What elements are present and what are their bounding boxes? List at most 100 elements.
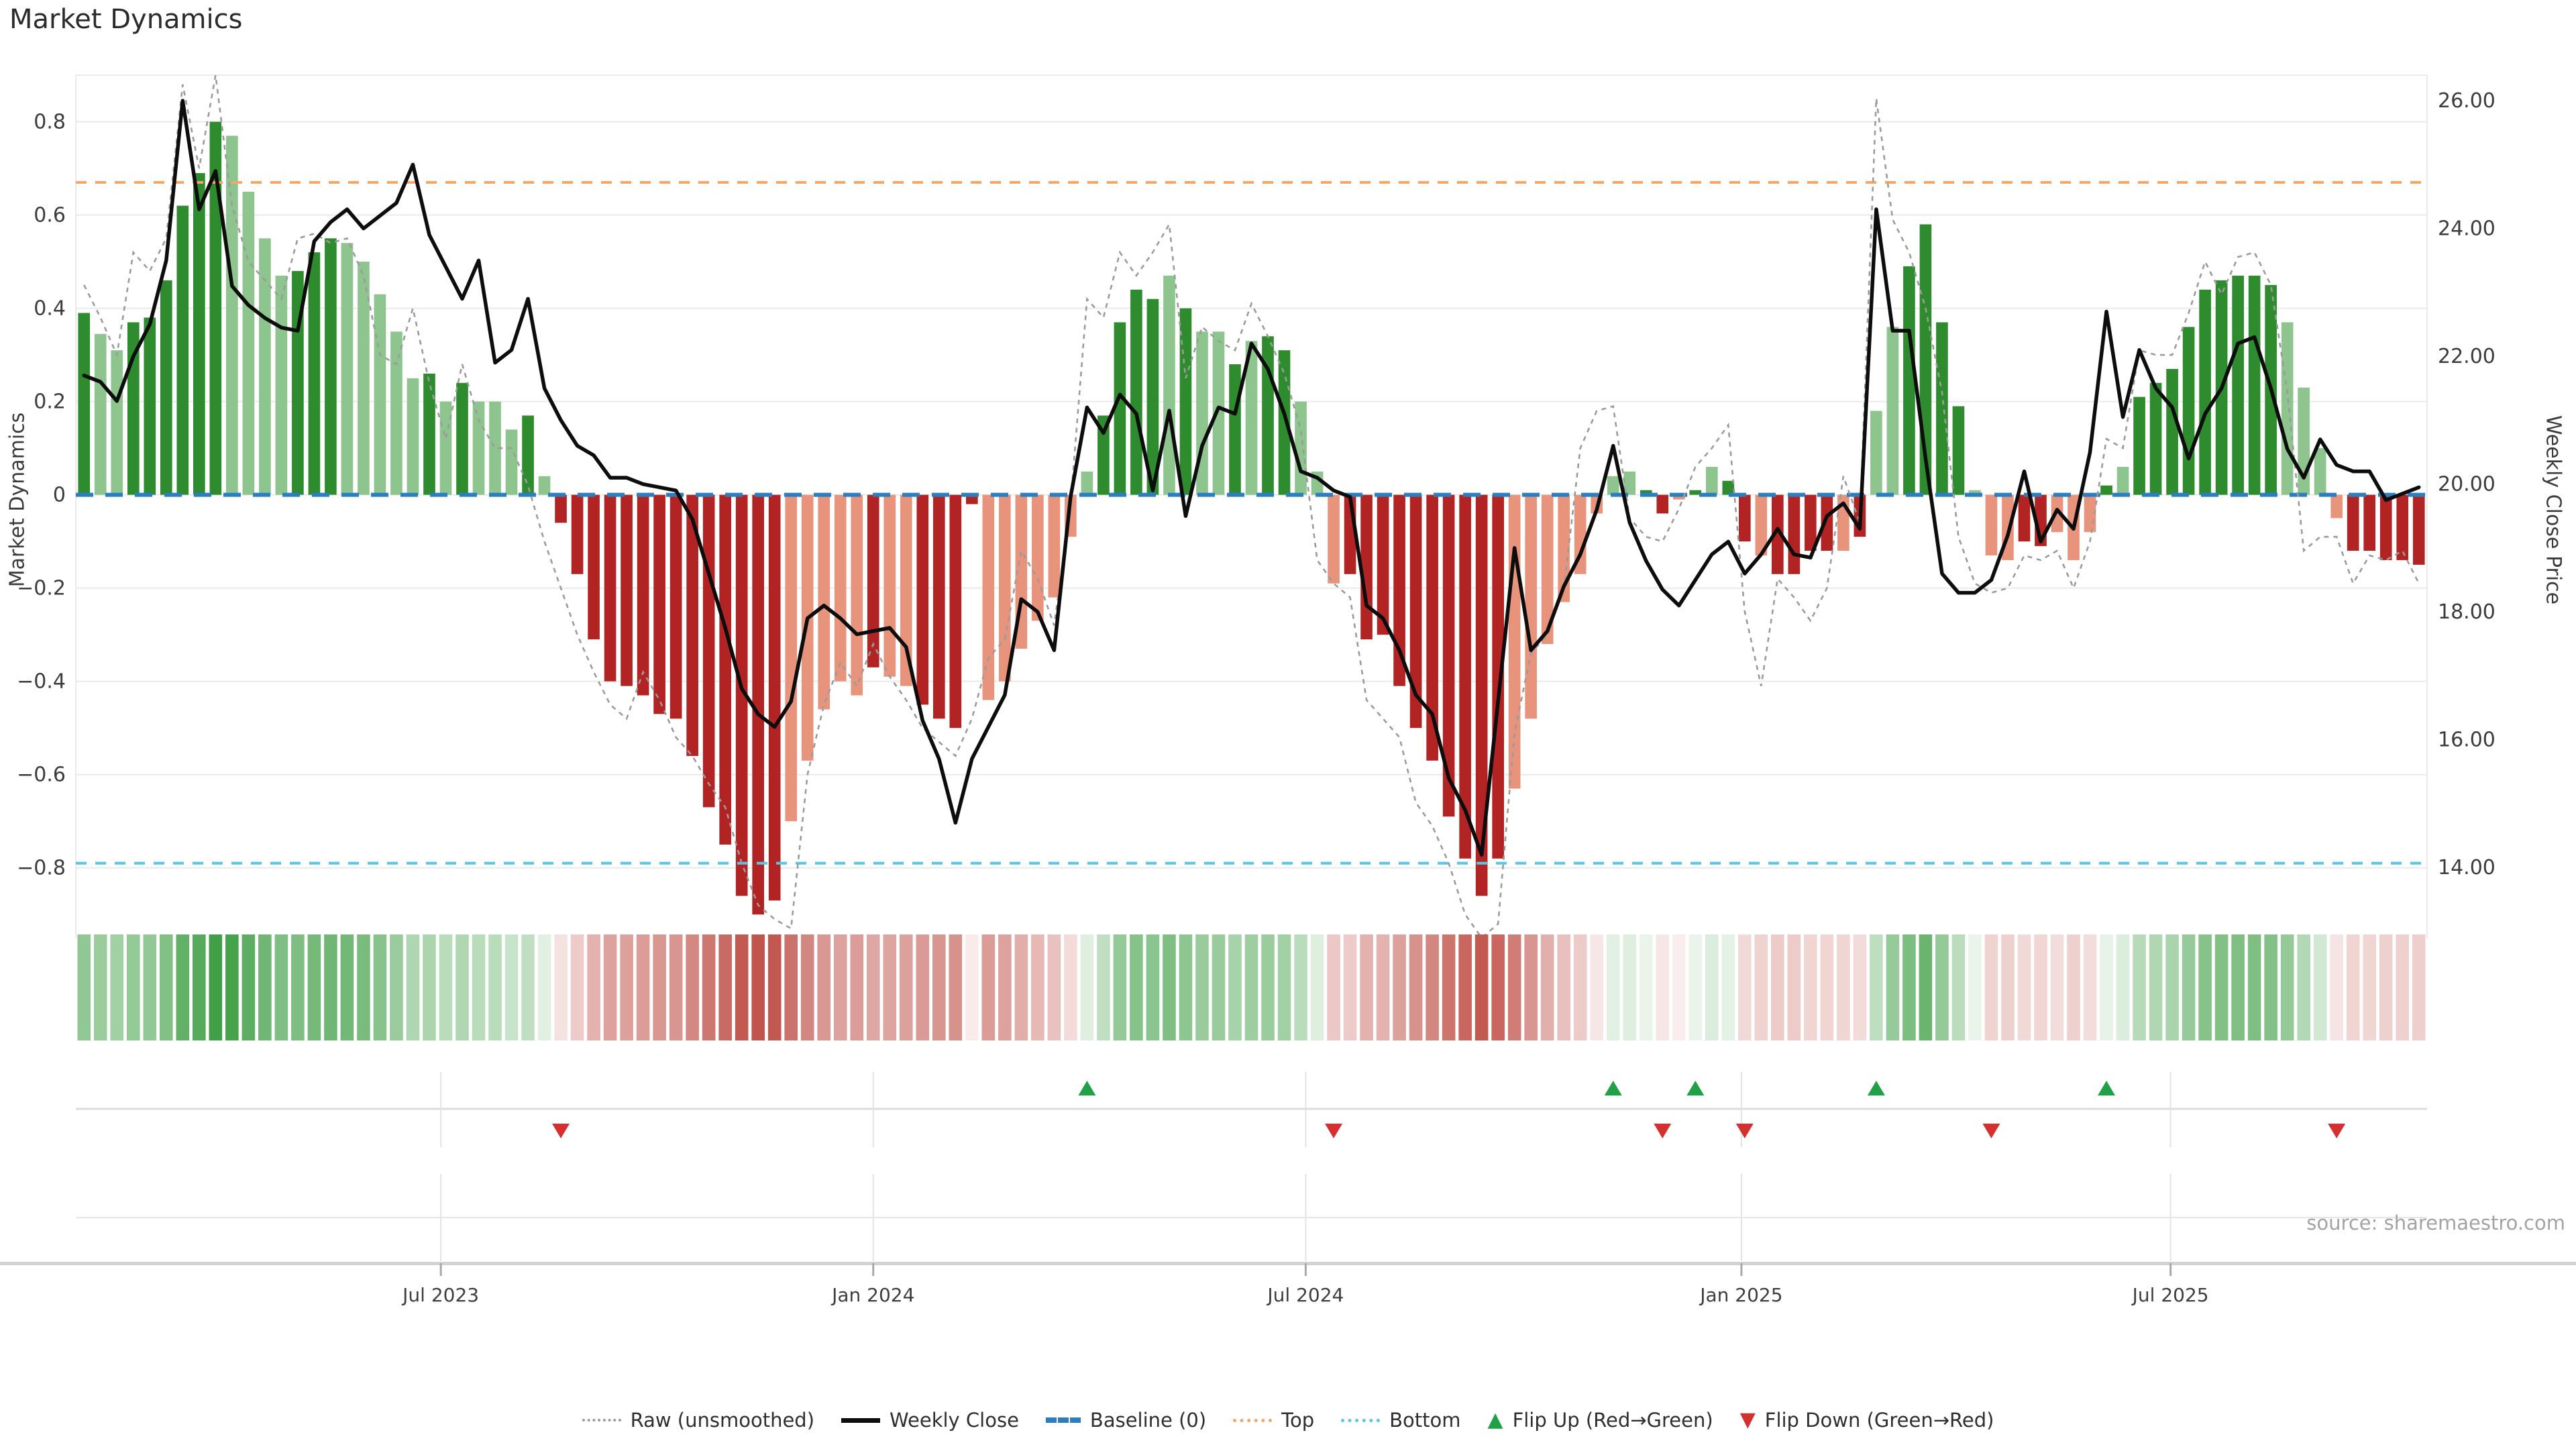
dynamics-bar (341, 243, 354, 495)
heat-strip-cell (241, 934, 256, 1040)
dynamics-bar (735, 494, 748, 896)
dynamics-bar (1048, 494, 1061, 598)
dynamics-bar (1409, 494, 1422, 729)
dynamics-bar (1097, 415, 1110, 495)
dynamics-bar (1360, 494, 1373, 640)
heat-strip-cell (669, 934, 683, 1040)
heat-strip-cell (1902, 934, 1916, 1040)
legend-swatch-solid-black-icon (841, 1417, 881, 1423)
dynamics-bar (2330, 494, 2343, 519)
dynamics-bar (472, 401, 485, 495)
dynamics-bar (834, 494, 847, 682)
heat-strip-cell (1787, 934, 1801, 1040)
flip-up-triangle-icon: ▲ (1487, 1408, 1503, 1432)
heat-strip-cell (1113, 934, 1127, 1040)
heat-strip-cell (2198, 934, 2212, 1040)
dynamics-bar (209, 121, 222, 495)
heat-strip-cell (1261, 934, 1275, 1040)
heat-strip-cell (686, 934, 699, 1040)
dynamics-bar (785, 494, 798, 822)
dynamics-bar (1114, 322, 1126, 495)
dynamics-bar (2100, 485, 2112, 495)
x-axis-tick-label: Jan 2024 (830, 1284, 914, 1306)
right-axis-title: Weekly Close Price (2541, 415, 2565, 605)
legend-swatch-dot-cyan-icon (1341, 1418, 1381, 1422)
heat-strip-cell (357, 934, 370, 1040)
flip-down-marker-icon (2328, 1124, 2346, 1138)
left-axis-tick-label: −0.6 (17, 763, 66, 787)
heat-strip-cell (767, 934, 782, 1040)
heat-strip-cell (2231, 934, 2245, 1040)
heat-strip-cell (751, 934, 765, 1040)
heat-strip-cell (2396, 934, 2410, 1040)
dynamics-bar (1525, 494, 1538, 719)
dynamics-bar (292, 270, 304, 495)
heat-strip-cell (1080, 934, 1094, 1040)
heat-strip-cell (1409, 934, 1423, 1040)
heat-strip-cell (1738, 934, 1752, 1040)
heat-strip-cell (2182, 934, 2196, 1040)
heat-strip-cell (176, 934, 190, 1040)
heat-strip-cell (2165, 934, 2179, 1040)
heat-strip-cell (1853, 934, 1867, 1040)
flip-up-marker-icon (2098, 1081, 2116, 1095)
source-credit: source: sharemaestro.com (2306, 1212, 2565, 1234)
heat-strip-cell (1376, 934, 1390, 1040)
legend-item-tri-up: ▲ Flip Up (Red→Green) (1487, 1409, 1713, 1432)
heat-strip-cell (340, 934, 354, 1040)
heat-strip-cell (455, 934, 469, 1040)
dynamics-bar (571, 494, 584, 574)
heat-strip-cell (77, 934, 91, 1040)
dynamics-bar (916, 494, 929, 705)
heat-strip-cell (1458, 934, 1472, 1040)
heat-strip-cell (2346, 934, 2360, 1040)
heat-strip-cell (1507, 934, 1521, 1040)
heat-strip-cell (1442, 934, 1456, 1040)
legend-label: Baseline (0) (1089, 1409, 1207, 1432)
flip-down-marker-icon (1982, 1124, 2000, 1138)
legend-item-dot-orange: Top (1233, 1409, 1314, 1432)
heat-strip-cell (883, 934, 897, 1040)
dynamics-bar (144, 317, 156, 495)
dynamics-bar (1179, 308, 1192, 495)
heat-strip-cell (1474, 934, 1489, 1040)
right-axis-tick-label: 16.00 (2438, 729, 2496, 752)
heat-strip-cell (504, 934, 519, 1040)
heat-strip-cell (1771, 934, 1784, 1040)
dynamics-bar (2248, 275, 2261, 495)
dynamics-bar (999, 494, 1011, 682)
dynamics-bar (1772, 494, 1784, 574)
dynamics-bar (193, 172, 205, 495)
heat-strip-cell (1277, 934, 1291, 1040)
heat-strip-cell (1623, 934, 1637, 1040)
dynamics-bar (1936, 322, 1948, 495)
raw-line (83, 74, 2420, 939)
dynamics-bar (1032, 494, 1044, 621)
flip-up-marker-icon (1078, 1081, 1096, 1095)
flip-up-marker-icon (1867, 1081, 1885, 1095)
heat-strip-cell (1393, 934, 1406, 1040)
dynamics-bar (94, 333, 107, 495)
dynamics-bar (2166, 368, 2178, 495)
heat-strip-cell (1097, 934, 1110, 1040)
left-axis-tick-label: −0.2 (17, 577, 66, 600)
flip-up-marker-icon (1604, 1081, 1622, 1095)
dynamics-bar (1328, 494, 1340, 584)
heat-strip-cell (2313, 934, 2327, 1040)
heat-strip-cell (2247, 934, 2261, 1040)
heat-strip-cell (1195, 934, 1209, 1040)
heat-strip-cell (1672, 934, 1686, 1040)
dynamics-bar (653, 494, 665, 714)
dynamics-bar (1870, 411, 1882, 495)
heat-strip-cell (2214, 934, 2229, 1040)
dynamics-bar (1985, 494, 1998, 555)
legend-label: Raw (unsmoothed) (630, 1409, 815, 1432)
dynamics-bar (2412, 494, 2425, 565)
heat-strip-cell (2280, 934, 2294, 1040)
dynamics-bar (1640, 490, 1652, 495)
dynamics-bar (982, 494, 995, 700)
dynamics-bar (242, 191, 255, 495)
heat-strip-cell (390, 934, 403, 1040)
heat-strip-cell (193, 934, 206, 1040)
dynamics-bar (2232, 275, 2244, 495)
